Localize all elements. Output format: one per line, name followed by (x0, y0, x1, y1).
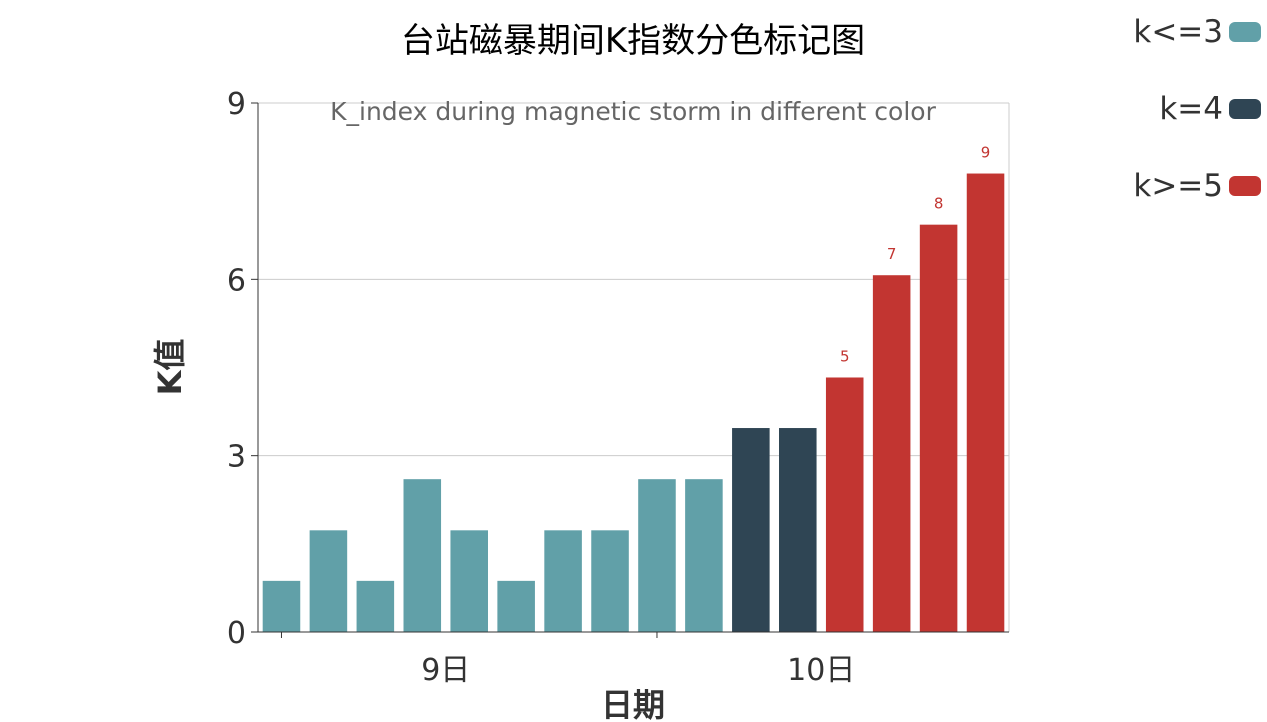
bar[interactable] (919, 224, 958, 633)
bar[interactable] (872, 275, 911, 632)
bar[interactable] (356, 580, 395, 632)
y-tick-label: 9 (227, 87, 246, 122)
x-tick-label: 10日 (787, 653, 855, 688)
bar[interactable] (966, 173, 1005, 633)
legend-item-high[interactable]: k>=5 (1133, 168, 1261, 204)
data-labels: 5 7 8 9 (840, 144, 990, 366)
data-label: 8 (934, 195, 944, 213)
legend-item-low[interactable]: k<=3 (1133, 14, 1261, 50)
bar[interactable] (309, 530, 348, 632)
legend-swatch-mid (1229, 99, 1261, 119)
bars (262, 173, 1005, 633)
y-tick-label: 0 (227, 616, 246, 651)
data-label: 7 (887, 245, 897, 263)
chart-subtitle: K_index during magnetic storm in differe… (330, 97, 936, 126)
bar[interactable] (497, 580, 535, 632)
bar[interactable] (825, 377, 864, 632)
bar[interactable] (638, 479, 676, 632)
legend-swatch-low (1229, 22, 1261, 42)
axes: 0 3 6 9 9日 10日 (227, 87, 1009, 688)
bar[interactable] (262, 580, 301, 632)
bar[interactable] (544, 530, 582, 632)
legend-label: k>=5 (1133, 168, 1223, 204)
legend-label: k<=3 (1133, 14, 1223, 50)
legend-item-mid[interactable]: k=4 (1133, 91, 1261, 127)
bar[interactable] (779, 428, 817, 632)
legend: k<=3 k=4 k>=5 (1133, 14, 1261, 204)
y-tick-label: 6 (227, 263, 246, 298)
bar[interactable] (685, 479, 723, 632)
x-tick-label: 9日 (421, 653, 470, 688)
bar[interactable] (450, 530, 488, 632)
bar[interactable] (403, 479, 442, 632)
chart-title: 台站磁暴期间K指数分色标记图 (401, 21, 865, 61)
data-label: 5 (840, 347, 850, 365)
legend-label: k=4 (1159, 91, 1223, 127)
bar[interactable] (732, 428, 770, 632)
y-axis-label: K值 (151, 339, 189, 396)
legend-swatch-high (1229, 176, 1261, 196)
x-axis-label: 日期 (601, 686, 665, 722)
y-tick-label: 3 (227, 440, 246, 475)
bar[interactable] (591, 530, 629, 632)
data-label: 9 (981, 144, 991, 162)
